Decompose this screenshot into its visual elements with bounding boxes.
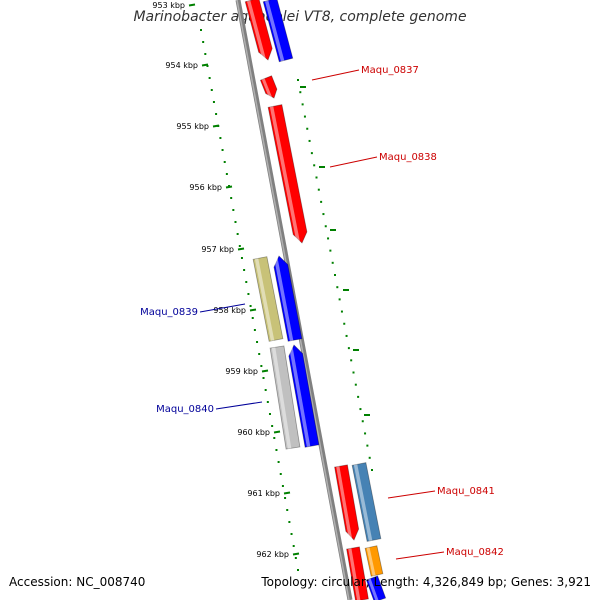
tick-label: 959 kbp [225, 367, 258, 376]
gene-blue-lower [288, 344, 320, 448]
gene-label-maqu-0839[interactable]: Maqu_0839 [140, 303, 246, 318]
tick-label: 956 kbp [189, 183, 222, 192]
scale-ticks: 953 kbp 954 kbp 955 kbp 956 kbp 957 kbp 958 k… [152, 1, 370, 559]
tick-mark [225, 185, 233, 189]
gene-red-maqu-0837 [259, 75, 278, 100]
gene-red-maqu-0841 [334, 464, 360, 541]
scale-tick: 959 kbp [225, 367, 269, 376]
scale-tick: 960 kbp [237, 428, 281, 437]
tick-mark [237, 247, 245, 251]
scale-tick: 953 kbp [152, 1, 196, 10]
gene-label-maqu-0837[interactable]: Maqu_0837 [311, 65, 419, 81]
gene-features [244, 0, 387, 600]
genome-title: Marinobacter aquaeolei VT8, complete gen… [133, 9, 467, 25]
scale-tick: 957 kbp [201, 245, 245, 254]
gene-label-maqu-0842[interactable]: Maqu_0842 [395, 547, 504, 560]
gene-label-text[interactable]: Maqu_0842 [446, 547, 504, 558]
left-scale-track [200, 29, 299, 571]
gene-leader-line [311, 69, 360, 81]
tick-label: 957 kbp [201, 245, 234, 254]
tick-label: 953 kbp [152, 1, 185, 10]
gene-blue-top [262, 0, 294, 63]
gene-olive-maqu-0839 [252, 256, 284, 342]
gene-blue-bottom [365, 575, 387, 600]
gene-labels: Maqu_0837 Maqu_0838 Maqu_0839 Maqu_0840 Maqu… [140, 65, 504, 560]
scale-tick: 955 kbp [176, 122, 220, 131]
tick-label: 961 kbp [247, 489, 280, 498]
gene-label-text[interactable]: Maqu_0838 [379, 152, 437, 163]
scale-tick: 958 kbp [213, 306, 257, 315]
gene-label-text[interactable]: Maqu_0837 [361, 65, 419, 76]
tick-label: 960 kbp [237, 428, 270, 437]
gene-leader-line [395, 551, 445, 560]
scale-dotted-tracks [200, 29, 373, 571]
tick-mark [273, 430, 281, 434]
gene-leader-line [199, 303, 246, 313]
tick-label: 958 kbp [213, 306, 246, 315]
tick-mark [212, 124, 220, 128]
tick-label: 962 kbp [256, 550, 289, 559]
tick-mark [188, 3, 196, 7]
gene-blue-upper [273, 255, 303, 342]
tick-mark [201, 63, 209, 67]
gene-grey-maqu-0840 [269, 345, 301, 450]
scale-tick: 956 kbp [189, 183, 233, 192]
tick-mark [261, 369, 269, 373]
scale-tick: 954 kbp [165, 61, 209, 70]
gene-orange [364, 545, 384, 577]
gene-label-text[interactable]: Maqu_0840 [156, 404, 214, 415]
tick-mark [283, 491, 291, 495]
topology-text: Topology: circular; Length: 4,326,849 bp… [261, 575, 591, 589]
gene-red-maqu-0842 [346, 546, 369, 600]
tick-label: 954 kbp [165, 61, 198, 70]
gene-leader-line [329, 156, 378, 168]
gene-label-text[interactable]: Maqu_0841 [437, 486, 495, 497]
tick-mark [292, 552, 300, 556]
scale-tick: 961 kbp [247, 489, 291, 498]
tick-label: 955 kbp [176, 122, 209, 131]
gene-label-maqu-0838[interactable]: Maqu_0838 [329, 152, 437, 168]
gene-red-maqu-0838 [267, 104, 308, 245]
gene-red-top [244, 0, 273, 62]
right-scale-track [297, 79, 373, 471]
gene-leader-line [387, 490, 436, 499]
gene-steel-blue [351, 462, 382, 542]
scale-tick: 962 kbp [256, 550, 300, 559]
gene-leader-line [215, 401, 263, 410]
gene-label-text[interactable]: Maqu_0839 [140, 307, 198, 318]
gene-label-maqu-0840[interactable]: Maqu_0840 [156, 401, 263, 415]
accession-text: Accession: NC_008740 [9, 575, 146, 589]
tick-mark [249, 308, 257, 312]
gene-label-maqu-0841[interactable]: Maqu_0841 [387, 486, 495, 499]
